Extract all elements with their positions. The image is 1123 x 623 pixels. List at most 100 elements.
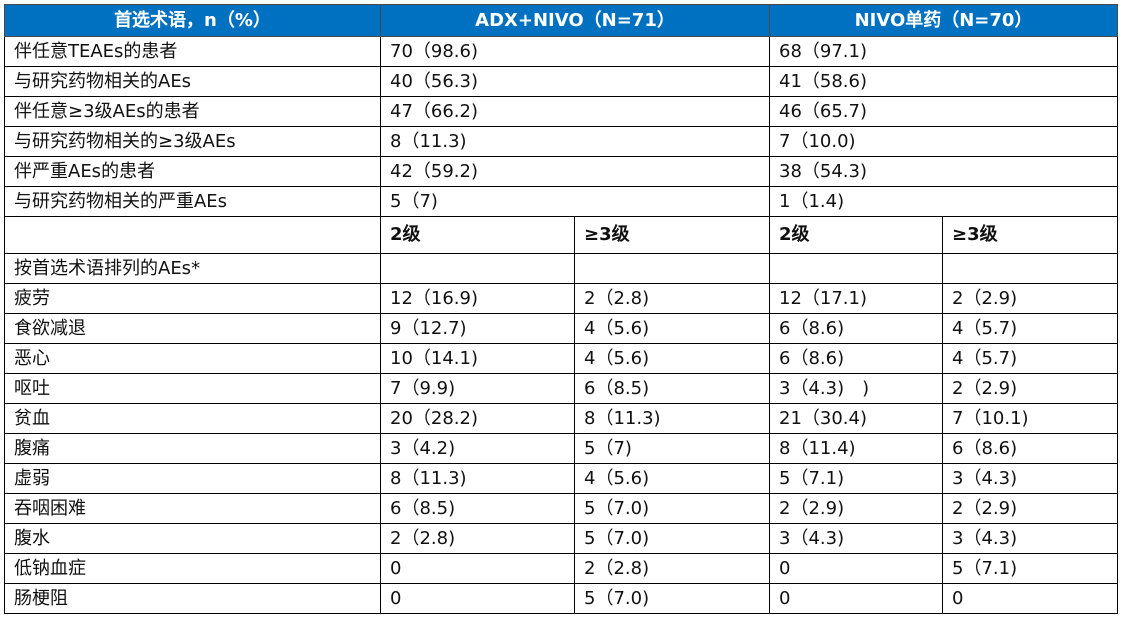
summary-row: 伴严重AEs的患者 42（59.2) 38（54.3) [4, 156, 1118, 187]
ae-arm2-grade2: 2（2.9) [769, 493, 943, 524]
ae-arm2-grade2: 5（7.1) [769, 463, 943, 494]
ae-arm1-grade3plus: 5（7.0) [574, 493, 770, 524]
ae-arm1-grade3plus: 5（7.0) [574, 523, 770, 554]
ae-arm2-grade2: 0 [769, 553, 943, 584]
summary-label: 与研究药物相关的AEs [4, 66, 381, 97]
ae-arm1-grade2: 20（28.2) [380, 403, 575, 434]
ae-arm1-grade3plus: 4（5.6) [574, 343, 770, 374]
summary-label: 与研究药物相关的严重AEs [4, 186, 381, 217]
ae-arm2-grade3plus: 0 [942, 583, 1118, 614]
section-empty-cell [574, 253, 770, 284]
section-label-row: 按首选术语排列的AEs* [4, 253, 1118, 284]
header-term: 首选术语，n（%） [4, 4, 381, 37]
summary-arm2-value: 7（10.0) [769, 126, 1118, 157]
ae-arm1-grade2: 12（16.9) [380, 283, 575, 314]
ae-arm2-grade2: 3（4.3) [769, 523, 943, 554]
ae-row: 恶心 10（14.1) 4（5.6) 6（8.6) 4（5.7) [4, 343, 1118, 374]
summary-row: 与研究药物相关的≥3级AEs 8（11.3) 7（10.0) [4, 126, 1118, 157]
ae-label: 恶心 [4, 343, 381, 374]
summary-arm1-value: 47（66.2) [380, 96, 770, 127]
ae-arm1-grade3plus: 2（2.8) [574, 553, 770, 584]
summary-row: 与研究药物相关的AEs 40（56.3) 41（58.6) [4, 66, 1118, 97]
summary-arm1-value: 5（7) [380, 186, 770, 217]
summary-label: 与研究药物相关的≥3级AEs [4, 126, 381, 157]
ae-arm1-grade2: 0 [380, 553, 575, 584]
ae-arm2-grade3plus: 3（4.3) [942, 523, 1118, 554]
ae-arm1-grade3plus: 4（5.6) [574, 463, 770, 494]
ae-label: 食欲减退 [4, 313, 381, 344]
section-label: 按首选术语排列的AEs* [4, 253, 381, 284]
ae-label: 吞咽困难 [4, 493, 381, 524]
summary-arm1-value: 8（11.3) [380, 126, 770, 157]
ae-arm2-grade2: 6（8.6) [769, 313, 943, 344]
grade-header-blank [4, 216, 381, 254]
ae-label: 腹水 [4, 523, 381, 554]
header-arm-adx-nivo: ADX+NIVO（N=71） [380, 4, 770, 37]
ae-row: 肠梗阻 0 5（7.0) 0 0 [4, 583, 1118, 614]
ae-arm2-grade2: 0 [769, 583, 943, 614]
ae-label: 肠梗阻 [4, 583, 381, 614]
ae-label: 腹痛 [4, 433, 381, 464]
ae-arm1-grade3plus: 2（2.8) [574, 283, 770, 314]
section-empty-cell [769, 253, 943, 284]
ae-arm1-grade2: 8（11.3) [380, 463, 575, 494]
ae-arm1-grade2: 7（9.9) [380, 373, 575, 404]
summary-arm1-value: 40（56.3) [380, 66, 770, 97]
summary-row: 伴任意≥3级AEs的患者 47（66.2) 46（65.7) [4, 96, 1118, 127]
ae-label: 呕吐 [4, 373, 381, 404]
summary-row: 伴任意TEAEs的患者 70（98.6) 68（97.1) [4, 36, 1118, 67]
ae-arm1-grade2: 3（4.2) [380, 433, 575, 464]
ae-arm2-grade3plus: 5（7.1) [942, 553, 1118, 584]
ae-arm1-grade3plus: 4（5.6) [574, 313, 770, 344]
ae-arm1-grade3plus: 8（11.3) [574, 403, 770, 434]
section-empty-cell [942, 253, 1118, 284]
ae-arm1-grade3plus: 5（7.0) [574, 583, 770, 614]
grade-header-arm1-g2: 2级 [380, 216, 575, 254]
ae-label: 虚弱 [4, 463, 381, 494]
summary-arm1-value: 70（98.6) [380, 36, 770, 67]
ae-row: 腹痛 3（4.2) 5（7) 8（11.4) 6（8.6) [4, 433, 1118, 464]
adverse-events-table: 首选术语，n（%） ADX+NIVO（N=71） NIVO单药（N=70） 伴任… [4, 4, 1118, 614]
ae-arm1-grade2: 0 [380, 583, 575, 614]
ae-arm2-grade2: 3（4.3) ) [769, 373, 943, 404]
ae-label: 低钠血症 [4, 553, 381, 584]
ae-arm1-grade2: 6（8.5) [380, 493, 575, 524]
grade-header-arm2-g2: 2级 [769, 216, 943, 254]
ae-label: 贫血 [4, 403, 381, 434]
ae-arm2-grade2: 21（30.4) [769, 403, 943, 434]
ae-arm2-grade3plus: 2（2.9) [942, 283, 1118, 314]
summary-label: 伴任意TEAEs的患者 [4, 36, 381, 67]
ae-arm1-grade2: 9（12.7) [380, 313, 575, 344]
ae-arm2-grade2: 6（8.6) [769, 343, 943, 374]
ae-row: 呕吐 7（9.9) 6（8.5) 3（4.3) ) 2（2.9) [4, 373, 1118, 404]
ae-label: 疲劳 [4, 283, 381, 314]
ae-arm1-grade3plus: 6（8.5) [574, 373, 770, 404]
ae-arm1-grade2: 10（14.1) [380, 343, 575, 374]
ae-arm2-grade3plus: 6（8.6) [942, 433, 1118, 464]
table-header-row: 首选术语，n（%） ADX+NIVO（N=71） NIVO单药（N=70） [4, 4, 1118, 37]
grade-header-arm1-g3: ≥3级 [574, 216, 770, 254]
summary-arm1-value: 42（59.2) [380, 156, 770, 187]
grade-header-arm2-g3: ≥3级 [942, 216, 1118, 254]
ae-arm2-grade3plus: 2（2.9) [942, 493, 1118, 524]
ae-row: 腹水 2（2.8) 5（7.0) 3（4.3) 3（4.3) [4, 523, 1118, 554]
summary-arm2-value: 1（1.4) [769, 186, 1118, 217]
section-empty-cell [380, 253, 575, 284]
grade-header-row: 2级 ≥3级 2级 ≥3级 [4, 216, 1118, 254]
summary-arm2-value: 46（65.7) [769, 96, 1118, 127]
ae-arm2-grade3plus: 2（2.9) [942, 373, 1118, 404]
header-arm-nivo-mono: NIVO单药（N=70） [769, 4, 1118, 37]
ae-row: 虚弱 8（11.3) 4（5.6) 5（7.1) 3（4.3) [4, 463, 1118, 494]
ae-arm1-grade2: 2（2.8) [380, 523, 575, 554]
ae-row: 低钠血症 0 2（2.8) 0 5（7.1) [4, 553, 1118, 584]
summary-arm2-value: 41（58.6) [769, 66, 1118, 97]
summary-arm2-value: 38（54.3) [769, 156, 1118, 187]
summary-row: 与研究药物相关的严重AEs 5（7) 1（1.4) [4, 186, 1118, 217]
ae-arm2-grade2: 8（11.4) [769, 433, 943, 464]
ae-row: 贫血 20（28.2) 8（11.3) 21（30.4) 7（10.1) [4, 403, 1118, 434]
ae-arm2-grade3plus: 7（10.1) [942, 403, 1118, 434]
ae-arm2-grade3plus: 4（5.7) [942, 313, 1118, 344]
summary-arm2-value: 68（97.1) [769, 36, 1118, 67]
summary-label: 伴严重AEs的患者 [4, 156, 381, 187]
ae-arm2-grade3plus: 3（4.3) [942, 463, 1118, 494]
